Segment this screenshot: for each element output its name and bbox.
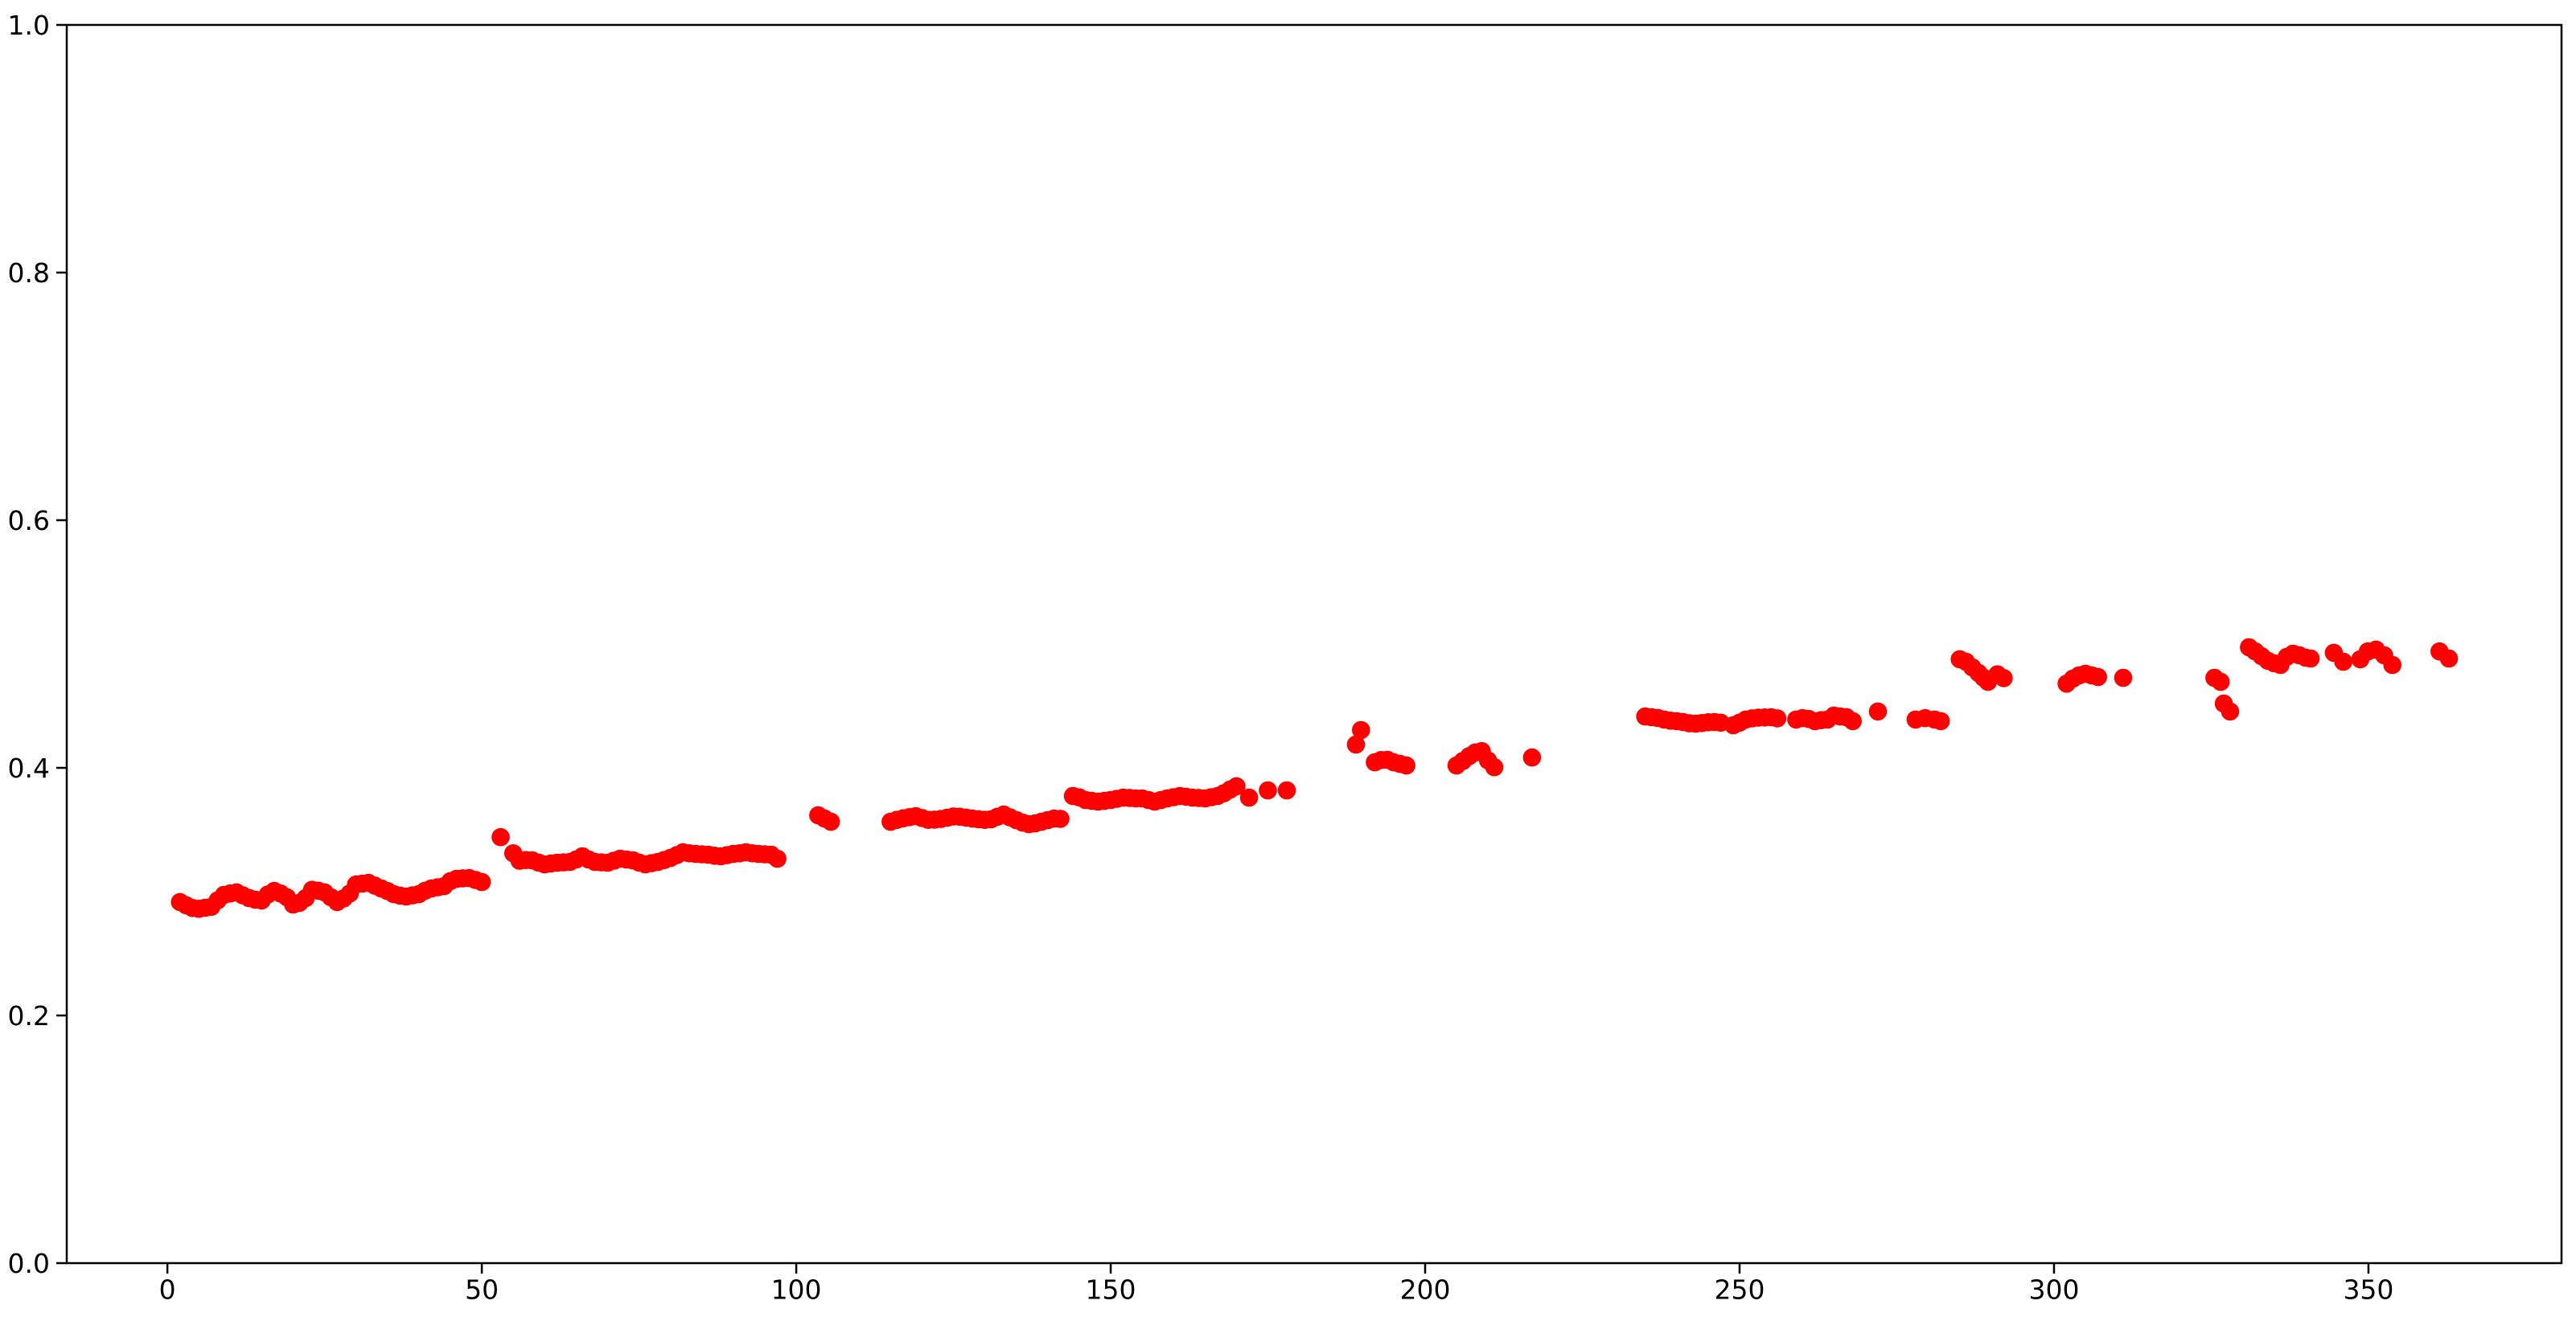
data-point	[1397, 756, 1415, 775]
data-point	[1768, 709, 1787, 728]
data-point	[2383, 655, 2401, 675]
data-point	[768, 849, 787, 868]
data-point	[1843, 712, 1862, 731]
y-tick-label: 1.0	[8, 10, 50, 41]
data-point	[2301, 649, 2320, 668]
data-point	[491, 827, 510, 847]
data-point	[2439, 649, 2459, 668]
data-point	[1277, 781, 1296, 800]
y-tick-label: 0.4	[8, 753, 50, 784]
x-tick-label: 300	[2028, 1274, 2079, 1305]
data-point	[1239, 788, 1259, 807]
data-point	[1051, 810, 1070, 828]
data-point	[1931, 712, 1950, 731]
x-tick-label: 250	[1714, 1274, 1765, 1305]
x-tick-label: 150	[1086, 1274, 1136, 1305]
data-point	[2089, 667, 2107, 687]
data-point	[1522, 748, 1542, 767]
data-point	[1352, 720, 1370, 740]
data-point	[1868, 702, 1888, 721]
data-point	[2221, 702, 2240, 721]
x-tick-label: 200	[1400, 1274, 1451, 1305]
data-point	[1485, 757, 1504, 777]
data-point	[2334, 652, 2352, 671]
data-point	[1346, 735, 1366, 754]
x-tick-label: 350	[2343, 1274, 2393, 1305]
axes-spines	[65, 23, 2563, 1265]
y-tick-label: 0.2	[8, 1000, 50, 1032]
y-tick-label: 0.0	[8, 1248, 50, 1279]
x-tick-label: 0	[159, 1274, 176, 1305]
data-point	[472, 872, 491, 892]
data-point	[821, 812, 840, 831]
x-tick-label: 50	[465, 1274, 499, 1305]
data-point	[1995, 669, 2013, 687]
y-tick-label: 0.8	[8, 257, 50, 289]
data-point	[1259, 781, 1277, 800]
y-tick-label: 0.6	[8, 505, 50, 536]
x-tick-label: 100	[771, 1274, 822, 1305]
data-point	[2211, 672, 2230, 691]
data-point	[2114, 668, 2133, 687]
data-point	[1227, 777, 1246, 796]
